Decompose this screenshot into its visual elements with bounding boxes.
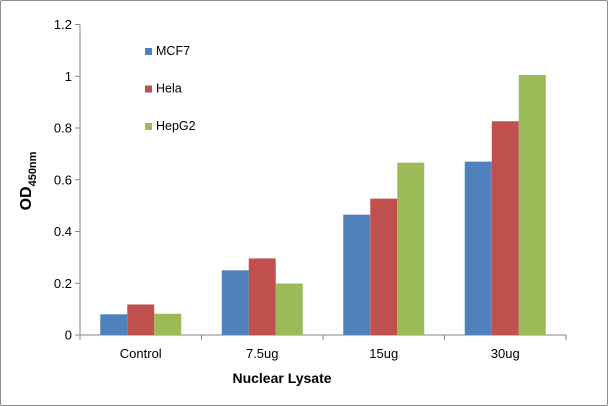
legend-label-hela: Hela [156,82,182,96]
bar-hela-30ug [491,121,519,336]
bar-hela-7.5ug [248,258,276,335]
bar-hepg2-7.5ug [275,283,303,335]
bar-mcf7-15ug [343,214,371,335]
bar-hepg2-30ug [518,74,546,336]
x-tick-label: 15ug [369,346,398,361]
bar-hela-control [127,304,155,335]
y-axis-label-subscript: 450nm [27,151,39,186]
legend: MCF7 Hela HepG2 [145,44,196,133]
x-tick-label: 30ug [491,346,520,361]
legend-swatch-hepg2 [145,123,152,130]
y-tick-label: 1.2 [54,17,72,32]
bar-hepg2-control [154,313,182,335]
y-tick-label: 1 [65,69,72,84]
legend-label-hepg2: HepG2 [156,119,196,133]
bar-mcf7-7.5ug [221,270,249,335]
bar-mcf7-30ug [464,161,492,335]
x-tick-label: 7.5ug [246,346,279,361]
y-tick-label: 0.2 [54,276,72,291]
y-axis: 0 0.2 0.4 0.6 0.8 1 1.2 [54,17,81,343]
legend-label-mcf7: MCF7 [156,44,190,58]
bar-hela-15ug [370,198,398,335]
bars [100,74,546,336]
legend-swatch-hela [145,85,152,93]
bar-mcf7-control [100,314,128,335]
y-tick-label: 0.8 [54,121,72,136]
y-tick-label: 0.4 [54,224,72,239]
y-tick-label: 0.6 [54,172,72,187]
y-axis-label: OD450nm [18,151,39,210]
x-axis-label: Nuclear Lysate [232,370,331,386]
legend-swatch-mcf7 [145,48,152,55]
bar-hepg2-15ug [397,162,425,335]
x-tick-label: Control [120,346,162,361]
x-axis: Control 7.5ug 15ug 30ug [79,334,567,361]
y-axis-label-main: OD [18,186,35,210]
y-tick-label: 0 [65,328,72,343]
